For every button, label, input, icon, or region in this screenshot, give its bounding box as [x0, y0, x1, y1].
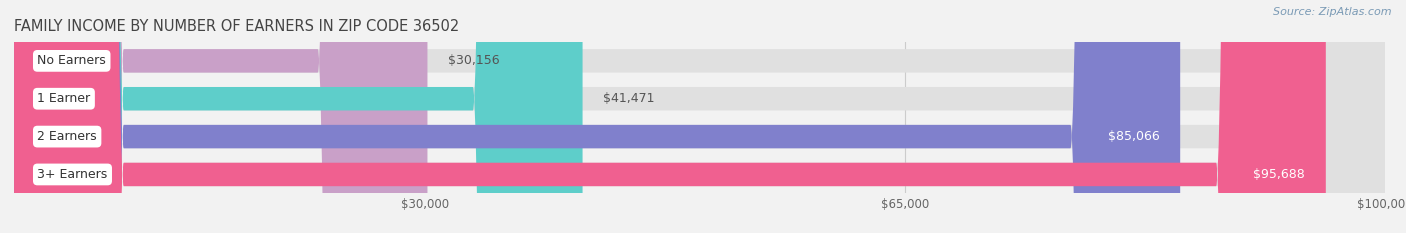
FancyBboxPatch shape: [14, 0, 1385, 233]
Text: 3+ Earners: 3+ Earners: [38, 168, 108, 181]
Text: $41,471: $41,471: [603, 92, 655, 105]
Text: 1 Earner: 1 Earner: [38, 92, 90, 105]
Text: FAMILY INCOME BY NUMBER OF EARNERS IN ZIP CODE 36502: FAMILY INCOME BY NUMBER OF EARNERS IN ZI…: [14, 19, 460, 34]
FancyBboxPatch shape: [14, 0, 1326, 233]
FancyBboxPatch shape: [14, 0, 427, 233]
FancyBboxPatch shape: [14, 0, 1385, 233]
Text: 2 Earners: 2 Earners: [38, 130, 97, 143]
Text: Source: ZipAtlas.com: Source: ZipAtlas.com: [1274, 7, 1392, 17]
Text: $85,066: $85,066: [1108, 130, 1160, 143]
Text: $30,156: $30,156: [449, 54, 499, 67]
FancyBboxPatch shape: [14, 0, 1180, 233]
FancyBboxPatch shape: [14, 0, 1385, 233]
FancyBboxPatch shape: [14, 0, 1385, 233]
FancyBboxPatch shape: [14, 0, 582, 233]
Text: $95,688: $95,688: [1254, 168, 1305, 181]
Text: No Earners: No Earners: [38, 54, 105, 67]
